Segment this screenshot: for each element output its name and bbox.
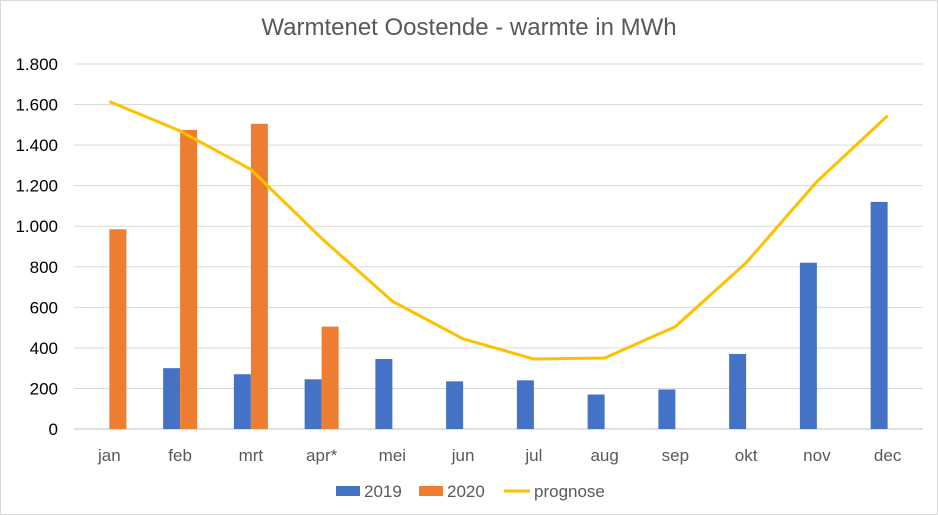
bar-2020-mrt — [250, 123, 268, 429]
y-tick-label: 1.600 — [15, 96, 58, 115]
legend-label-2020: 2020 — [447, 482, 485, 501]
bar-2019-mei — [375, 359, 393, 429]
legend: 2019 2020 prognose — [336, 482, 605, 501]
bar-2019-jun — [446, 381, 464, 429]
legend-label-prognose: prognose — [534, 482, 605, 501]
y-tick-label: 800 — [30, 258, 58, 277]
bar-2019-apr — [304, 379, 322, 429]
x-tick-label: dec — [874, 446, 902, 465]
x-tick-label: nov — [803, 446, 831, 465]
x-tick-label: okt — [735, 446, 758, 465]
x-tick-label: apr* — [306, 446, 338, 465]
x-tick-label: sep — [662, 446, 689, 465]
bar-2019-nov — [799, 262, 817, 429]
bars — [109, 123, 888, 429]
bar-2019-aug — [587, 394, 605, 429]
x-tick-label: mrt — [239, 446, 264, 465]
y-tick-label: 1.200 — [15, 177, 58, 196]
x-tick-label: jul — [524, 446, 542, 465]
chart-title: Warmtenet Oostende - warmte in MWh — [261, 14, 676, 41]
bar-2020-feb — [180, 129, 198, 429]
bar-2019-jul — [516, 380, 534, 429]
gridlines — [74, 63, 923, 430]
y-tick-label: 1.400 — [15, 136, 58, 155]
prognose-line — [108, 100, 889, 361]
bar-2019-okt — [729, 353, 747, 429]
y-tick-label: 600 — [30, 298, 58, 317]
x-tick-label: jun — [451, 446, 475, 465]
legend-swatch-2019 — [336, 486, 360, 496]
bar-2019-dec — [870, 201, 888, 429]
legend-swatch-2020 — [419, 486, 443, 496]
y-tick-label: 400 — [30, 339, 58, 358]
y-tick-label: 1.800 — [15, 55, 58, 74]
y-tick-label: 1.000 — [15, 217, 58, 236]
bar-2020-jan — [109, 229, 127, 429]
x-tick-label: jan — [97, 446, 121, 465]
bar-2019-sep — [658, 389, 676, 429]
legend-label-2019: 2019 — [364, 482, 402, 501]
x-axis-ticks: jan feb mrt apr* mei jun jul aug sep okt nov dec — [97, 446, 902, 465]
y-tick-label: 0 — [49, 420, 58, 439]
bar-2019-mrt — [233, 374, 251, 429]
bar-2020-apr — [321, 326, 339, 429]
x-tick-label: aug — [590, 446, 618, 465]
y-axis-ticks: 0 200 400 600 800 1.000 1.200 1.400 1.600 1.800 — [15, 55, 58, 439]
y-tick-label: 200 — [30, 379, 58, 398]
x-tick-label: feb — [168, 446, 192, 465]
prognose-line-group — [108, 100, 889, 361]
x-tick-label: mei — [379, 446, 406, 465]
bar-2019-feb — [163, 368, 181, 429]
